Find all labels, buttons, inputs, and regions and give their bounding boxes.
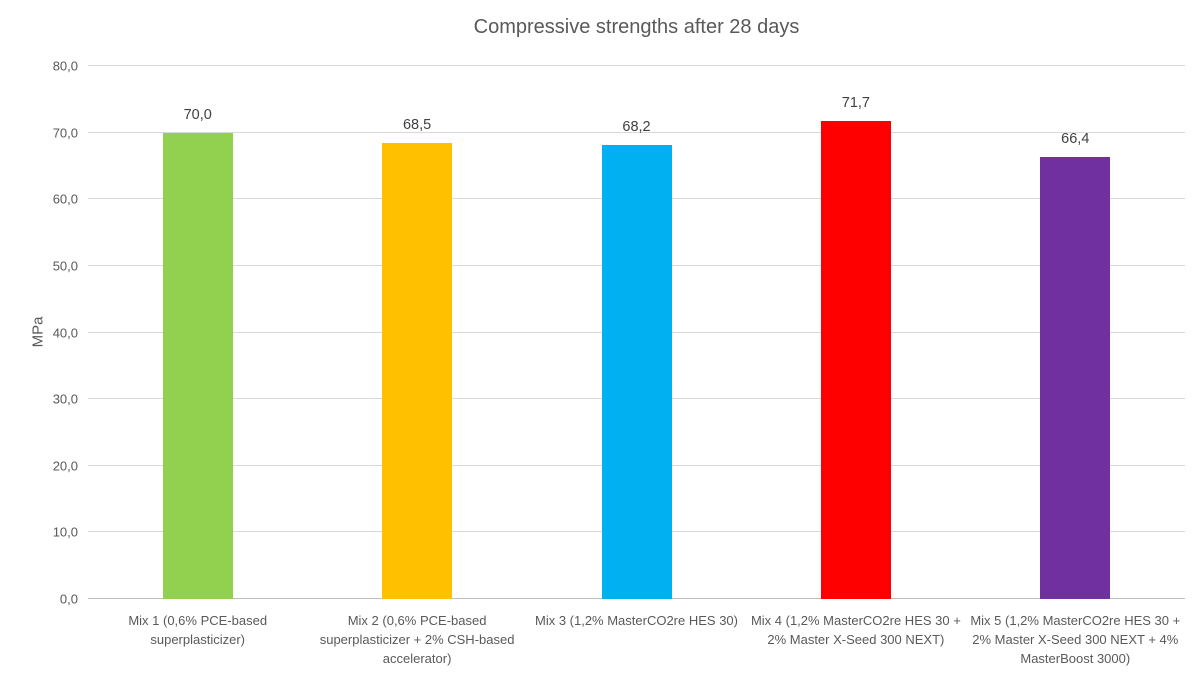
category-label: Mix 1 (0,6% PCE-based superplasticizer) — [128, 613, 268, 647]
bar-mix-4 — [820, 121, 891, 599]
y-tick-label: 10,0 — [52, 524, 78, 540]
category-label: Mix 2 (0,6% PCE-based superplasticizer +… — [319, 613, 515, 666]
category-label: Mix 3 (1,2% MasterCO2re HES 30) — [534, 613, 738, 628]
category-label: Mix 4 (1,2% MasterCO2re HES 30 + 2% Mast… — [750, 613, 961, 647]
y-tick-label: 80,0 — [52, 58, 78, 74]
chart-title: Compressive strengths after 28 days — [473, 16, 800, 38]
y-tick-label: 20,0 — [52, 458, 78, 474]
value-label: 70,0 — [183, 106, 212, 123]
bar-mix-2 — [382, 142, 453, 599]
value-label: 66,4 — [1061, 130, 1090, 147]
gridline — [88, 65, 1185, 66]
y-tick-label: 50,0 — [52, 258, 78, 274]
gridline — [88, 131, 1185, 133]
bar-mix-3 — [601, 144, 672, 599]
bar-mix-5 — [1040, 156, 1111, 599]
y-tick-label: 30,0 — [52, 391, 78, 407]
y-axis-tick-labels: 0,0 10,0 20,0 30,0 40,0 50,0 60,0 70,0 80,0 — [0, 59, 78, 607]
category-label: Mix 5 (1,2% MasterCO2re HES 30 + 2% Mast… — [970, 613, 1181, 666]
bar-mix-1 — [162, 132, 233, 599]
plot-area: 70,0 68,5 68,2 71,7 66,4 — [88, 65, 1185, 599]
value-label: 71,7 — [841, 95, 870, 112]
y-tick-label: 60,0 — [52, 191, 78, 207]
y-tick-label: 70,0 — [52, 125, 78, 141]
y-tick-label: 0,0 — [59, 591, 78, 607]
value-label: 68,2 — [622, 118, 651, 135]
value-label: 68,5 — [402, 116, 432, 133]
y-tick-label: 40,0 — [52, 325, 78, 340]
